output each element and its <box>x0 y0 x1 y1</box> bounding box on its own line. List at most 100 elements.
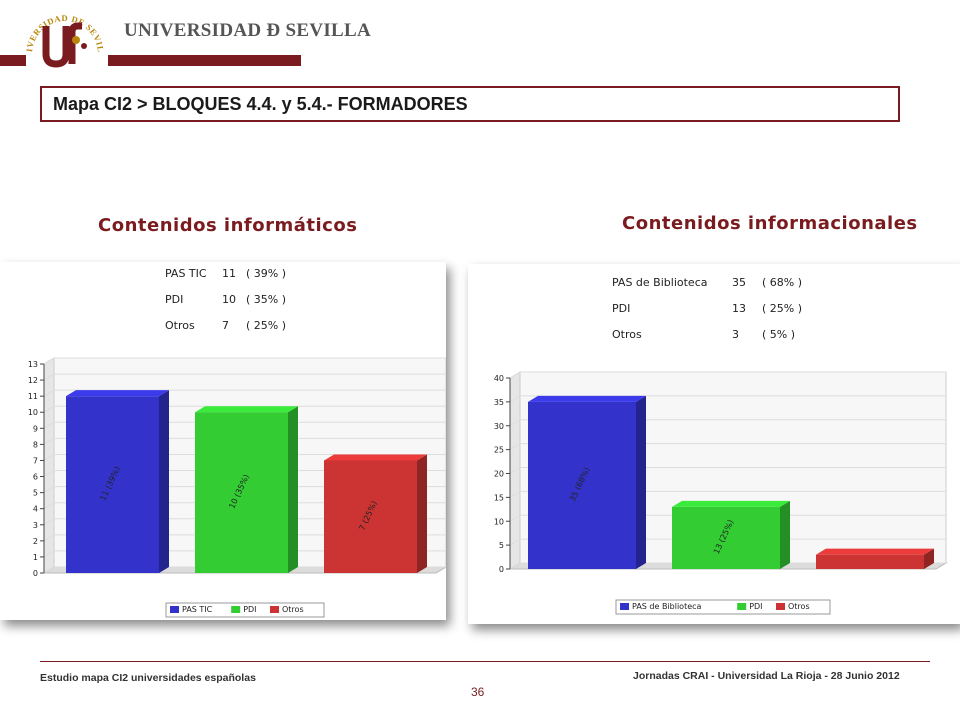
summary-percent: ( 5% ) <box>762 328 795 341</box>
gridline-side <box>43 357 55 365</box>
legend-swatch <box>737 603 747 610</box>
bar-chart-informaticos: PAS TIC 11( 39% )PDI 10( 35% )Otros 7( 25% … <box>28 267 446 618</box>
summary-label: Otros <box>612 328 642 341</box>
y-tick-label: 5 <box>499 541 504 550</box>
gridline-side <box>43 437 55 445</box>
legend-swatch <box>170 606 179 613</box>
bar-side <box>288 406 298 573</box>
y-tick-label: 10 <box>28 408 38 417</box>
chart-panel-informaticos: PAS TIC 11( 39% ) PDI 10( 35% ) Otros 7( 25% … <box>0 262 446 620</box>
y-tick-label: 2 <box>33 537 38 546</box>
y-tick-label: 10 <box>494 517 504 526</box>
summary-label: PAS de Biblioteca <box>612 276 707 289</box>
summary-value: 11 <box>222 267 236 280</box>
summary-percent: ( 68% ) <box>762 276 802 289</box>
y-tick-label: 4 <box>33 505 38 514</box>
gridline-side <box>43 550 55 558</box>
gridline-side <box>509 514 521 522</box>
gridline-side <box>509 467 521 474</box>
header-rule-right <box>108 55 301 66</box>
legend-swatch <box>620 603 629 610</box>
footer-right-text: Jornadas CRAI - Universidad La Rioja - 2… <box>633 670 900 682</box>
gridline-side <box>43 486 55 494</box>
gridline-side <box>43 405 55 413</box>
bar-side <box>159 390 169 573</box>
bar-side <box>780 500 790 569</box>
bar-top <box>66 390 169 397</box>
gridline-side <box>509 562 521 570</box>
bar-side <box>924 548 934 569</box>
summary-label: PAS TIC <box>165 267 207 280</box>
summary-percent: ( 35% ) <box>246 293 286 306</box>
y-tick-label: 8 <box>33 440 38 449</box>
bar-pdi <box>672 506 780 569</box>
legend-label: PDI <box>749 602 762 611</box>
gridline-side <box>43 502 55 510</box>
chart-heading-informacionales: Contenidos informacionales <box>622 213 918 234</box>
university-seal-logo: UNIVERSIDAD DE SEVILLA <box>24 2 105 68</box>
y-tick-label: 20 <box>494 470 504 479</box>
gridline-side <box>509 490 521 498</box>
y-tick-label: 5 <box>33 489 38 498</box>
summary-percent: ( 39% ) <box>246 267 286 280</box>
summary-percent: ( 25% ) <box>246 319 286 332</box>
page-number: 36 <box>471 685 485 699</box>
bar-side <box>636 395 646 569</box>
university-name: UNIVERSIDAD Ð SEVILLA <box>124 20 372 41</box>
legend-swatch <box>776 603 785 610</box>
footer-left-text: Estudio mapa CI2 universidades españolas <box>40 672 256 684</box>
chart-heading-informaticos: Contenidos informáticos <box>98 215 358 236</box>
gridline-side <box>43 389 55 397</box>
y-tick-label: 30 <box>494 422 504 431</box>
y-tick-label: 25 <box>494 446 504 455</box>
legend-swatch <box>270 606 279 613</box>
bar-otros <box>816 554 924 569</box>
gridline-side <box>509 443 521 451</box>
gridline-side <box>43 518 55 526</box>
gridline-side <box>509 419 521 427</box>
gridline-side <box>43 421 55 429</box>
gridline-side <box>43 534 55 542</box>
y-tick-label: 0 <box>33 569 38 578</box>
legend-label: Otros <box>282 605 304 614</box>
y-tick-label: 11 <box>28 392 38 401</box>
legend-label: Otros <box>788 602 810 611</box>
summary-value: 10 <box>222 293 236 306</box>
bar-top <box>816 548 934 555</box>
legend-label: PAS TIC <box>182 605 213 614</box>
gridline-side <box>43 373 55 381</box>
legend-swatch <box>231 606 241 613</box>
gridline-side <box>43 470 55 477</box>
legend-box <box>165 602 325 618</box>
y-tick-label: 40 <box>494 374 504 383</box>
bar-side <box>417 454 427 573</box>
footer-rule <box>40 661 930 662</box>
slide-header: UNIVERSIDAD DE SEVILLA UNIVERSIDAD Ð SEV… <box>0 0 960 80</box>
y-tick-label: 3 <box>33 521 38 530</box>
bar-top <box>195 406 298 413</box>
summary-label: Otros <box>165 319 195 332</box>
y-tick-label: 9 <box>33 424 38 433</box>
summary-percent: ( 25% ) <box>762 302 802 315</box>
y-tick-label: 12 <box>28 376 38 385</box>
y-tick-label: 1 <box>33 553 38 562</box>
summary-value: 35 <box>732 276 746 289</box>
y-tick-label: 35 <box>494 398 504 407</box>
legend-label: PDI <box>243 605 256 614</box>
summary-value: 3 <box>732 328 739 341</box>
y-tick-label: 0 <box>499 565 504 574</box>
chart-panel-informacionales: PAS de Biblioteca 35( 68% ) PDI 13( 25% ) Ot… <box>468 264 960 624</box>
y-tick-label: 6 <box>33 473 38 482</box>
summary-label: PDI <box>612 302 630 315</box>
bar-top <box>324 454 427 461</box>
y-tick-label: 7 <box>33 456 38 465</box>
gridline-side <box>509 395 521 403</box>
bar-chart-informacionales: PAS de Biblioteca 35( 68% )PDI 13( 25% )Ot… <box>494 276 948 615</box>
y-tick-label: 15 <box>494 493 504 502</box>
gridline-side <box>509 538 521 546</box>
legend-label: PAS de Biblioteca <box>632 602 702 611</box>
plot-side-wall <box>43 357 55 574</box>
slide-title-box: Mapa CI2 > BLOQUES 4.4. y 5.4.- FORMADOR… <box>40 86 900 122</box>
bar-pdi <box>195 412 288 573</box>
y-tick-label: 13 <box>28 360 38 369</box>
